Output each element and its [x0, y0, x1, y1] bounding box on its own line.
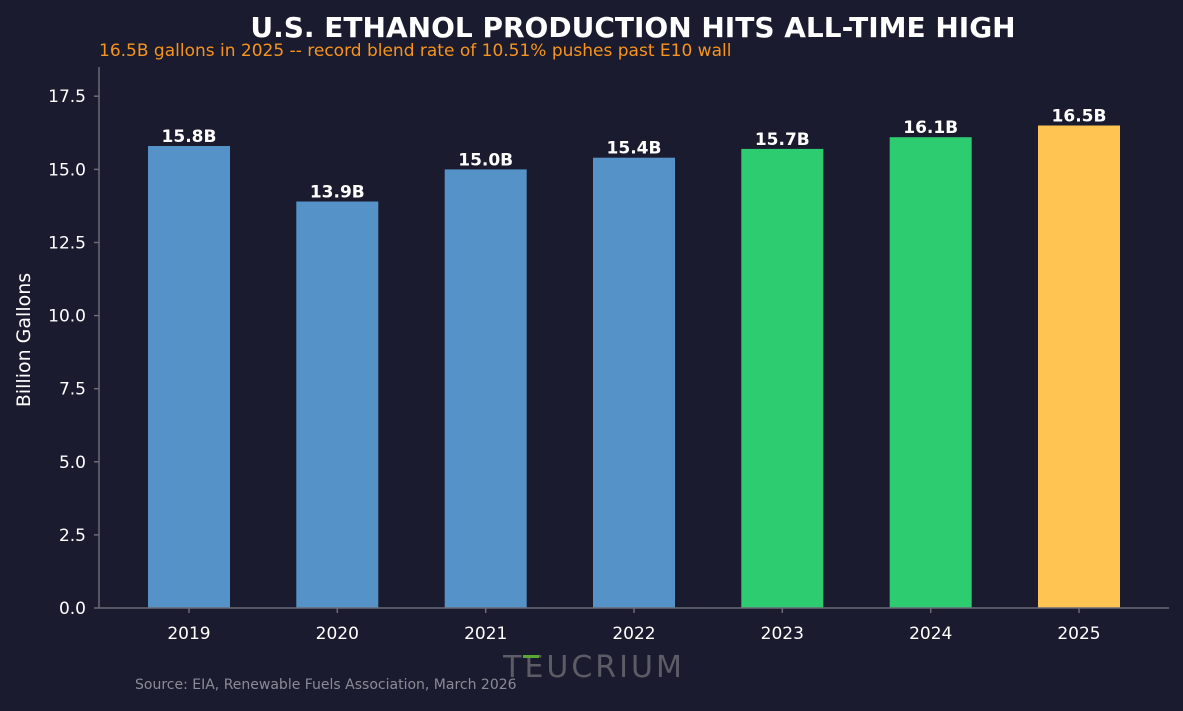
data-label-2022: 15.4B [607, 139, 662, 159]
bar-2019 [148, 146, 230, 608]
bar-2024 [889, 137, 972, 608]
data-label-2025: 16.5B [1052, 107, 1107, 127]
chart-subtitle: 16.5B gallons in 2025 -- record blend ra… [99, 41, 731, 61]
x-tick-label-2022: 2022 [612, 624, 655, 644]
y-axis-label: Billion Gallons [13, 273, 35, 407]
x-tick-label-2024: 2024 [909, 624, 952, 644]
y-axis-ticks: 0.0 2.5 5.0 7.5 10.0 12.5 15.0 17.5 [48, 87, 99, 619]
bar-2021 [444, 169, 527, 608]
x-tick-label-2020: 2020 [316, 624, 359, 644]
x-axis-ticks: 2019 2020 2021 2022 2023 2024 2025 [167, 608, 1101, 644]
y-tick-label-5.0: 5.0 [59, 453, 86, 473]
watermark-accent [523, 655, 539, 658]
y-tick-label-7.5: 7.5 [59, 380, 86, 400]
data-label-2023: 15.7B [755, 130, 810, 150]
bar-2020 [296, 201, 379, 608]
y-tick-label-12.5: 12.5 [48, 234, 86, 254]
bar-2025 [1038, 125, 1120, 608]
x-tick-label-2025: 2025 [1057, 624, 1100, 644]
bar-2022 [593, 157, 675, 608]
y-tick-label-10.0: 10.0 [48, 307, 86, 327]
x-tick-label-2019: 2019 [167, 624, 210, 644]
y-tick-label-17.5: 17.5 [48, 87, 86, 107]
data-label-2024: 16.1B [903, 118, 958, 138]
data-labels-group: 15.8B 13.9B 15.0B 15.4B 15.7B 16.1B 16.5B [162, 107, 1107, 203]
y-tick-label-0.0: 0.0 [59, 599, 86, 619]
y-tick-label-2.5: 2.5 [59, 526, 86, 546]
data-label-2021: 15.0B [458, 150, 513, 170]
source-note: Source: EIA, Renewable Fuels Association… [135, 677, 517, 693]
x-tick-label-2023: 2023 [761, 624, 804, 644]
x-tick-label-2021: 2021 [464, 624, 507, 644]
y-tick-label-15.0: 15.0 [48, 160, 86, 180]
data-label-2019: 15.8B [162, 127, 217, 147]
data-label-2020: 13.9B [310, 183, 365, 203]
bar-2023 [741, 148, 824, 608]
bars-group [148, 125, 1120, 608]
chart-title: U.S. ETHANOL PRODUCTION HITS ALL-TIME HI… [250, 11, 1015, 44]
